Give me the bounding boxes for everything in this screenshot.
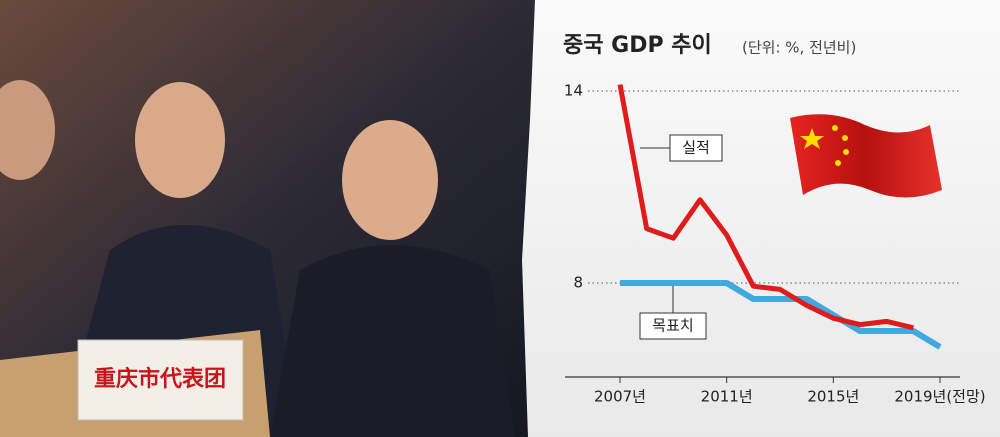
face xyxy=(135,82,225,198)
sign xyxy=(77,339,244,421)
y-tick-label: 8 xyxy=(573,274,583,292)
x-tick-label: 2011년 xyxy=(701,388,753,406)
y-tick-label: 14 xyxy=(564,82,583,100)
legend-box xyxy=(639,312,707,340)
flag xyxy=(790,114,942,198)
series-line xyxy=(617,84,914,331)
series-line xyxy=(620,280,942,350)
face xyxy=(342,120,438,240)
chart-title: 중국 GDP 추이 xyxy=(563,33,712,58)
sign-text: 重庆市代表团 xyxy=(94,366,226,392)
suit xyxy=(270,245,515,437)
chart-subtitle: (단위: %, 전년비) xyxy=(742,39,856,57)
photo: 重庆市代表团 xyxy=(0,0,535,437)
legend-label: 목표치 xyxy=(652,317,693,335)
x-tick-label: 2015년 xyxy=(807,388,859,406)
x-tick-label: 2007년 xyxy=(594,388,646,406)
face xyxy=(0,80,55,180)
legend-box xyxy=(669,134,723,162)
x-tick-label: 2019년(전망) xyxy=(894,388,985,406)
legend-label: 실적 xyxy=(682,139,710,157)
